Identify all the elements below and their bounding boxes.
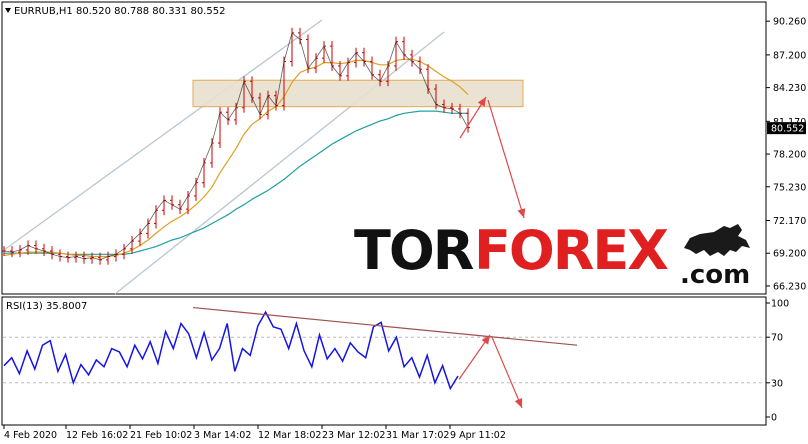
resistance-zone bbox=[192, 79, 524, 108]
price-tick-label: 90.260 bbox=[773, 17, 806, 28]
price-tick-label: 78.200 bbox=[773, 150, 806, 161]
ma-fast-line bbox=[3, 58, 469, 258]
rsi-axis-ticks: 100 70 30 0 bbox=[766, 299, 789, 424]
price-close-line bbox=[3, 32, 469, 261]
time-tick-label: 4 Feb 2020 bbox=[4, 430, 57, 441]
rsi-panel-frame bbox=[1, 296, 767, 426]
rsi-tick-label: 0 bbox=[771, 413, 777, 424]
rsi-header: RSI(13) 35.8007 bbox=[6, 301, 87, 312]
watermark-logo: TOR FOREX .com bbox=[354, 219, 750, 290]
rsi-tick-label: 100 bbox=[771, 299, 789, 310]
rsi-arrow-down bbox=[491, 336, 523, 409]
rsi-arrow-up-head bbox=[481, 334, 490, 345]
time-axis-ticks: 4 Feb 2020 12 Feb 16:02 21 Feb 10:02 3 Mar … bbox=[3, 425, 506, 441]
watermark-com: .com bbox=[680, 260, 750, 290]
watermark-forex: FOREX bbox=[474, 219, 668, 282]
rsi-arrow-down-head bbox=[514, 398, 523, 408]
price-tick-label: 72.170 bbox=[773, 216, 806, 227]
time-tick-label: 31 Mar 17:02 bbox=[386, 430, 449, 441]
price-tick-label: 84.230 bbox=[773, 83, 806, 94]
forecast-arrow-up-head bbox=[477, 97, 486, 107]
channel-upper bbox=[3, 19, 323, 251]
forecast-arrow-down-head bbox=[517, 208, 526, 218]
rsi-trendline bbox=[192, 306, 578, 346]
bull-icon bbox=[684, 224, 750, 256]
triangle-down-icon bbox=[5, 8, 11, 13]
time-tick-label: 12 Mar 18:02 bbox=[258, 430, 321, 441]
price-axis-ticks: 90.26087.20084.23081.17078.20075.23072.1… bbox=[766, 17, 806, 292]
rsi-levels bbox=[3, 336, 765, 384]
price-series bbox=[2, 27, 470, 265]
ma-slow-line bbox=[4, 110, 468, 255]
symbol-header: EURRUB,H1 80.520 80.788 80.331 80.552 bbox=[14, 6, 225, 17]
watermark-tor: TOR bbox=[354, 219, 474, 282]
price-tick-label: 87.200 bbox=[773, 50, 806, 61]
price-tick-label: 66.230 bbox=[773, 281, 806, 292]
forecast-arrow-down bbox=[487, 99, 525, 219]
time-tick-label: 9 Apr 11:02 bbox=[450, 430, 506, 441]
rsi-arrow-up bbox=[458, 334, 491, 380]
current-price-tag: 80.552 bbox=[767, 122, 806, 135]
price-tick-label: 75.230 bbox=[773, 182, 806, 193]
current-price-label: 80.552 bbox=[771, 124, 804, 135]
time-tick-label: 12 Feb 16:02 bbox=[66, 430, 128, 441]
time-tick-label: 21 Feb 10:02 bbox=[130, 430, 192, 441]
channel-lower bbox=[114, 31, 445, 295]
rsi-tick-label: 70 bbox=[771, 333, 783, 344]
resistance-box bbox=[192, 79, 524, 108]
forecast-arrows bbox=[459, 96, 526, 219]
current-price-box bbox=[767, 122, 806, 135]
rsi-tick-label: 30 bbox=[771, 378, 783, 389]
rsi-series bbox=[3, 306, 578, 409]
time-tick-label: 3 Mar 14:02 bbox=[194, 430, 251, 441]
moving-averages bbox=[3, 58, 469, 258]
trend-channel bbox=[3, 19, 445, 295]
price-panel-frame bbox=[1, 1, 767, 295]
price-tick-label: 69.200 bbox=[773, 249, 806, 260]
rsi-line bbox=[3, 310, 459, 391]
time-tick-label: 23 Mar 12:02 bbox=[322, 430, 385, 441]
